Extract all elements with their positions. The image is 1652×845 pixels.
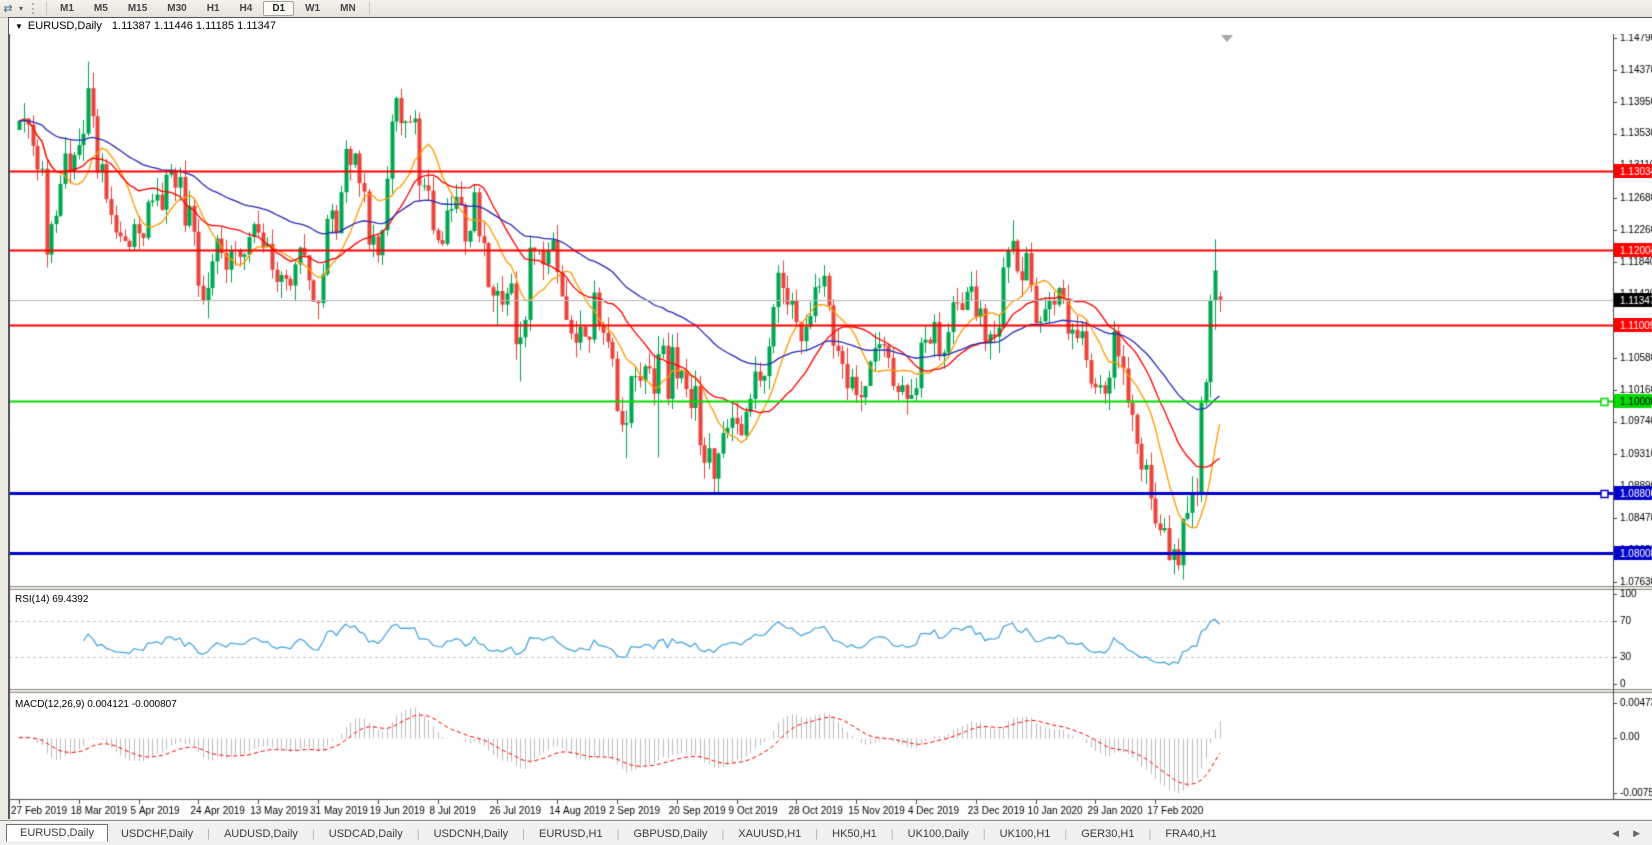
tab-separator: |	[1148, 827, 1152, 840]
chart-tab-ger30-h1[interactable]: GER30,H1	[1081, 827, 1135, 840]
timeframe-button-m30[interactable]: M30	[167, 3, 187, 14]
chart-window: ▼ EURUSD,Daily 1.11387 1.11446 1.11185 1…	[8, 17, 1652, 819]
chart-tab-hk50-h1[interactable]: HK50,H1	[832, 827, 877, 840]
tab-separator: |	[721, 827, 725, 840]
macd-indicator-label: MACD(12,26,9) 0.004121 -0.000807	[15, 699, 177, 710]
chart-canvas[interactable]	[9, 34, 1652, 819]
timeframe-button-m1[interactable]: M1	[60, 3, 74, 14]
tab-separator: |	[207, 827, 210, 840]
tab-separator: |	[522, 827, 526, 840]
timeframe-button-mn[interactable]: MN	[340, 3, 356, 14]
tab-separator: |	[890, 827, 894, 840]
tab-separator: |	[982, 827, 986, 840]
chart-arrows-icon[interactable]: ⇄	[3, 3, 13, 15]
chart-tab-eurusd-daily[interactable]: EURUSD,Daily	[6, 823, 108, 842]
chart-symbol-label: EURUSD,Daily	[27, 20, 102, 32]
dropdown-arrow-icon[interactable]: ▾	[18, 4, 23, 13]
chart-tab-usdcnh-daily[interactable]: USDCNH,Daily	[433, 827, 509, 840]
tab-scroll-right-icon[interactable]: ▶	[1633, 828, 1640, 838]
toolbar-separator	[46, 2, 47, 15]
tab-separator: |	[616, 827, 620, 840]
toolbar-separator	[368, 2, 370, 15]
chart-tab-uk100-daily[interactable]: UK100,Daily	[907, 827, 969, 840]
tab-separator: |	[1064, 827, 1068, 840]
timeframe-button-h1[interactable]: H1	[206, 3, 220, 14]
timeframe-button-m15[interactable]: M15	[127, 3, 148, 14]
rsi-indicator-label: RSI(14) 69.4392	[15, 594, 89, 605]
timeframe-button-m5[interactable]: M5	[93, 3, 108, 14]
chart-tab-uk100-h1[interactable]: UK100,H1	[999, 827, 1051, 840]
collapse-triangle-icon[interactable]: ▼	[15, 21, 23, 31]
chart-title-bar: ▼ EURUSD,Daily 1.11387 1.11446 1.11185 1…	[9, 18, 1652, 34]
tab-separator: |	[311, 827, 315, 840]
timeframe-button-w1[interactable]: W1	[305, 3, 321, 14]
tab-scroll-left-icon[interactable]: ◀	[1612, 828, 1620, 838]
toolbar-grip-handle[interactable]	[32, 3, 39, 14]
timeframe-toolbar: ⇄ ▾ M1 M5 M15 M30 H1 H4 D1 W1 MN	[0, 0, 1652, 18]
chart-tab-usdchf-daily[interactable]: USDCHF,Daily	[120, 827, 194, 840]
chart-tab-bar: EURUSD,Daily USDCHF,Daily | AUDUSD,Daily | US…	[0, 820, 1652, 845]
chart-tab-gbpusd-daily[interactable]: GBPUSD,Daily	[633, 827, 708, 840]
chart-tab-xauusd-h1[interactable]: XAUUSD,H1	[738, 827, 802, 840]
chart-tab-fra40-h1[interactable]: FRA40,H1	[1165, 827, 1217, 840]
timeframe-button-d1[interactable]: D1	[263, 1, 295, 16]
chart-tab-usdcad-daily[interactable]: USDCAD,Daily	[328, 827, 403, 840]
chart-tab-audusd-daily[interactable]: AUDUSD,Daily	[223, 827, 298, 840]
tab-separator: |	[815, 827, 819, 840]
tab-separator: |	[416, 827, 420, 840]
chart-ohlc-values: 1.11387 1.11446 1.11185 1.11347	[111, 20, 277, 32]
timeframe-button-h4[interactable]: H4	[239, 3, 253, 14]
chart-tab-eurusd-h1[interactable]: EURUSD,H1	[539, 827, 603, 840]
